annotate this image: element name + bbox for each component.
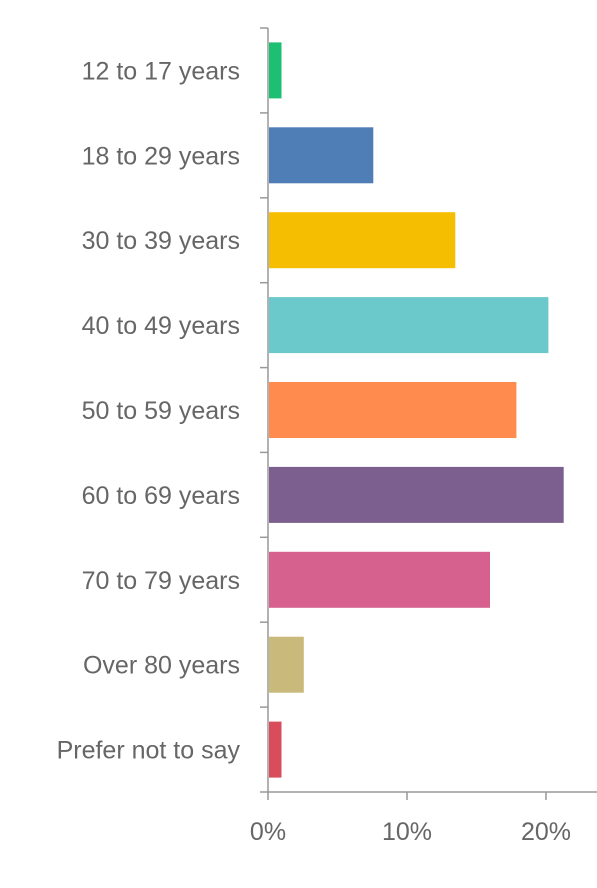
- category-label: 60 to 69 years: [82, 482, 240, 510]
- category-label: 70 to 79 years: [82, 567, 240, 595]
- category-label: 40 to 49 years: [82, 312, 240, 340]
- x-tick-label: 0%: [250, 818, 286, 846]
- bar-40-to-49-years: [269, 297, 549, 354]
- bar-60-to-69-years: [269, 466, 564, 523]
- x-tick-label: 20%: [521, 818, 571, 846]
- labels-layer: 12 to 17 years 18 to 29 years 30 to 39 yea…: [57, 57, 571, 846]
- bar-70-to-79-years: [269, 551, 490, 608]
- category-label: 18 to 29 years: [82, 142, 240, 170]
- bar-18-to-29-years: [269, 127, 374, 184]
- x-tick-label: 10%: [382, 818, 432, 846]
- bar-50-to-59-years: [269, 382, 517, 438]
- bar-over-80-years: [269, 636, 304, 693]
- bars-layer: [269, 42, 564, 778]
- category-label: 12 to 17 years: [82, 57, 240, 85]
- axes-layer: [260, 27, 597, 800]
- category-label: Over 80 years: [83, 652, 240, 680]
- category-label: 30 to 39 years: [82, 227, 240, 255]
- bar-prefer-not-to-say: [269, 721, 282, 778]
- category-label: Prefer not to say: [57, 737, 241, 765]
- bar-30-to-39-years: [269, 212, 456, 269]
- bar-12-to-17-years: [269, 42, 282, 99]
- category-label: 50 to 59 years: [82, 397, 240, 425]
